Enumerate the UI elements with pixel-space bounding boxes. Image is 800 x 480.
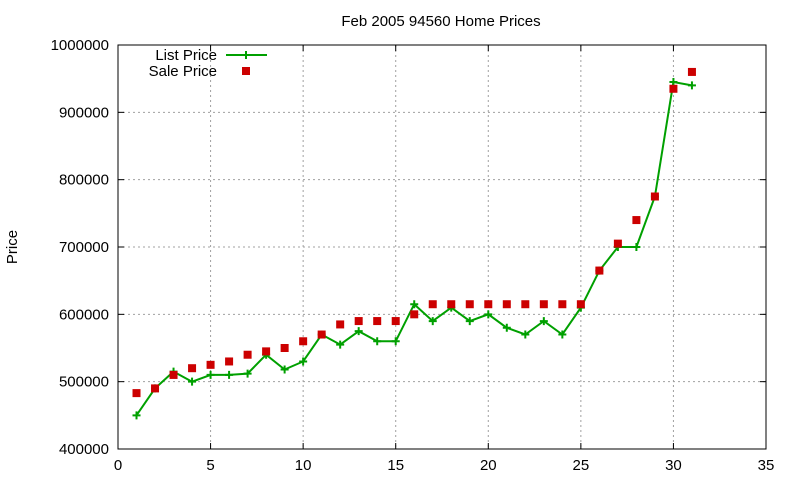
legend-label: Sale Price: [149, 63, 217, 80]
data-point: [280, 344, 289, 352]
data-point: [132, 389, 141, 398]
data-point: [151, 384, 160, 393]
x-tick-label: 15: [387, 457, 404, 474]
y-axis-label: Price: [4, 230, 21, 264]
data-point: [410, 310, 419, 319]
data-point: [373, 337, 382, 346]
y-tick-label: 600000: [59, 306, 109, 323]
data-point: [243, 369, 252, 378]
data-point: [243, 350, 252, 359]
data-point: [428, 300, 437, 309]
data-point: [280, 365, 289, 374]
data-point: [373, 317, 382, 326]
data-point: [632, 243, 641, 251]
data-point: [447, 300, 456, 309]
y-tick-label: 800000: [59, 172, 109, 189]
data-point: [669, 78, 678, 87]
data-point: [539, 317, 548, 326]
series-layer: [132, 67, 696, 420]
data-point: [576, 300, 585, 309]
data-point: [317, 330, 326, 339]
data-point: [354, 317, 363, 326]
data-point: [225, 357, 234, 366]
data-point: [428, 317, 437, 326]
data-point: [502, 323, 511, 332]
data-point: [669, 84, 678, 93]
data-point: [521, 330, 530, 339]
data-point: [613, 239, 622, 248]
x-tick-label: 0: [114, 457, 122, 474]
data-point: [354, 327, 363, 336]
data-point: [595, 266, 604, 275]
legend-marker: [242, 67, 250, 75]
data-point: [206, 370, 215, 379]
legend-marker: [242, 51, 250, 59]
data-point: [391, 337, 400, 346]
data-point: [502, 300, 511, 309]
series-list-price: [132, 78, 696, 420]
series-line: [135, 80, 693, 416]
x-tick-label: 25: [573, 457, 590, 474]
x-tick-label: 30: [665, 457, 682, 474]
data-point: [225, 370, 234, 379]
chart-title: Feb 2005 94560 Home Prices: [341, 13, 540, 30]
data-point: [558, 300, 567, 309]
x-axis-ticks: 0 5 10 15 20 25 30 35: [114, 45, 775, 474]
data-point: [687, 67, 696, 76]
data-point: [169, 370, 178, 379]
x-tick-label: 10: [295, 457, 312, 474]
x-tick-label: 5: [206, 457, 214, 474]
data-point: [465, 317, 474, 326]
series-sale-price: [132, 67, 696, 398]
y-tick-label: 900000: [59, 104, 109, 121]
data-point: [336, 340, 345, 349]
data-point: [188, 364, 197, 373]
data-point: [558, 330, 567, 339]
data-point: [521, 300, 530, 309]
data-point: [650, 192, 659, 201]
data-point: [687, 81, 696, 90]
data-point: [206, 360, 215, 369]
y-tick-label: 1000000: [51, 37, 109, 54]
x-tick-label: 35: [758, 457, 775, 474]
data-point: [484, 300, 493, 309]
data-point: [632, 216, 641, 225]
data-point: [465, 300, 474, 309]
data-point: [299, 357, 308, 366]
legend-label: List Price: [155, 47, 217, 64]
data-point: [391, 317, 400, 326]
data-point: [299, 337, 308, 346]
y-tick-label: 700000: [59, 239, 109, 256]
y-tick-label: 400000: [59, 441, 109, 458]
data-point: [132, 411, 141, 420]
y-tick-label: 500000: [59, 374, 109, 391]
data-point: [262, 347, 271, 356]
data-point: [188, 377, 197, 386]
y-axis-ticks: 400000 500000 600000 700000 800000 900000 1000…: [51, 37, 766, 458]
x-tick-label: 20: [480, 457, 497, 474]
data-point: [539, 300, 548, 309]
data-point: [410, 300, 419, 309]
data-point: [336, 320, 345, 329]
data-point: [484, 310, 493, 319]
